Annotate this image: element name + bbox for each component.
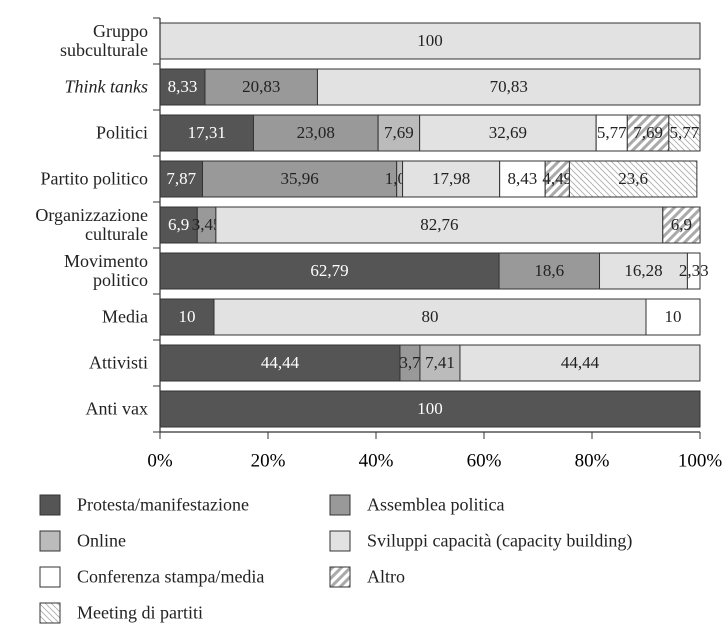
data-label: 23,6 xyxy=(618,169,648,188)
legend-label: Conferenza stampa/media xyxy=(77,566,265,587)
data-label: 8,33 xyxy=(168,77,198,96)
bar-segment xyxy=(159,298,215,336)
legend-label: Sviluppi capacità (capacity building) xyxy=(367,530,633,551)
bar-segment xyxy=(419,344,461,382)
bar-segment xyxy=(459,344,701,382)
bar-segment xyxy=(316,68,701,106)
legend-swatch xyxy=(329,566,351,588)
bar-segment xyxy=(204,68,318,106)
bar-segment xyxy=(544,160,570,198)
y-tick-label: Organizzazione culturale xyxy=(35,205,148,244)
y-tick-label: Attivisti xyxy=(88,352,148,373)
x-tick-label: 60% xyxy=(467,450,502,471)
data-label: 44,44 xyxy=(261,353,300,372)
bar-segment xyxy=(419,114,597,152)
bar-segment xyxy=(568,160,698,198)
bar-segment xyxy=(662,206,701,244)
legend-label: Online xyxy=(77,530,126,551)
legend-swatch xyxy=(39,530,61,552)
data-label: 17,98 xyxy=(432,169,470,188)
legend-label: Assemblea politica xyxy=(367,494,505,515)
bar-segment xyxy=(201,160,398,198)
legend-label: Altro xyxy=(367,566,405,587)
data-label: 6,9 xyxy=(671,215,692,234)
y-tick-label: Think tanks xyxy=(64,76,149,97)
legend-swatch xyxy=(329,530,351,552)
bar-segment xyxy=(668,114,701,152)
bar-segment xyxy=(499,160,546,198)
data-label: 62,79 xyxy=(310,261,348,280)
y-tick-label: Politici xyxy=(95,122,148,143)
data-label: 8,43 xyxy=(508,169,538,188)
x-tick-label: 80% xyxy=(575,450,610,471)
bar-segment xyxy=(595,114,628,152)
data-label: 10 xyxy=(179,307,196,326)
data-label: 2,33 xyxy=(679,261,709,280)
data-label: 18,6 xyxy=(534,261,564,280)
bar-segment xyxy=(159,390,701,428)
bar-segment xyxy=(377,114,421,152)
bar-segment xyxy=(159,160,203,198)
data-label: 6,9 xyxy=(168,215,189,234)
y-tick-label: Media xyxy=(102,306,148,327)
data-label: 17,31 xyxy=(188,123,226,142)
data-label: 35,96 xyxy=(280,169,318,188)
legend-swatch xyxy=(329,494,351,516)
legend-label: Protesta/manifestazione xyxy=(77,494,249,515)
bar-segment xyxy=(159,344,401,382)
data-label: 3,7 xyxy=(399,353,421,372)
x-tick-label: 20% xyxy=(251,450,286,471)
bar-segment xyxy=(159,22,701,60)
data-label: 44,44 xyxy=(561,353,600,372)
y-tick-label: Anti vax xyxy=(85,398,149,419)
bar-segment xyxy=(645,298,701,336)
x-tick-label: 40% xyxy=(359,450,394,471)
data-label: 4,49 xyxy=(542,169,572,188)
x-tick-label: 0% xyxy=(147,450,173,471)
data-label: 7,41 xyxy=(425,353,455,372)
bar-segment xyxy=(402,160,501,198)
data-label: 32,69 xyxy=(489,123,527,142)
data-label: 100 xyxy=(417,31,443,50)
data-label: 16,28 xyxy=(624,261,662,280)
data-label: 20,83 xyxy=(242,77,280,96)
data-label: 5,77 xyxy=(597,123,627,142)
legend-swatch xyxy=(39,602,61,624)
y-tick-label: Movimento politico xyxy=(64,251,148,290)
bar-segment xyxy=(213,298,647,336)
data-label: 70,83 xyxy=(490,77,528,96)
y-tick-label: Gruppo subculturale xyxy=(60,21,148,60)
data-label: 5,77 xyxy=(670,123,700,142)
legend-swatch xyxy=(39,566,61,588)
data-label: 23,08 xyxy=(297,123,335,142)
data-label: 7,69 xyxy=(384,123,414,142)
x-tick-label: 100% xyxy=(678,450,723,471)
legend-label: Meeting di partiti xyxy=(77,602,203,623)
bar-segment xyxy=(159,114,254,152)
data-label: 3,45 xyxy=(192,215,222,234)
legend-swatch xyxy=(39,494,61,516)
data-label: 7,69 xyxy=(633,123,663,142)
bar-segment xyxy=(159,68,206,106)
data-label: 80 xyxy=(422,307,439,326)
data-label: 100 xyxy=(417,399,443,418)
bar-segment xyxy=(498,252,601,290)
data-label: 82,76 xyxy=(420,215,458,234)
y-tick-label: Partito politico xyxy=(40,168,149,189)
bar-segment xyxy=(686,252,701,290)
data-label: 7,87 xyxy=(166,169,196,188)
data-label: 10 xyxy=(665,307,682,326)
